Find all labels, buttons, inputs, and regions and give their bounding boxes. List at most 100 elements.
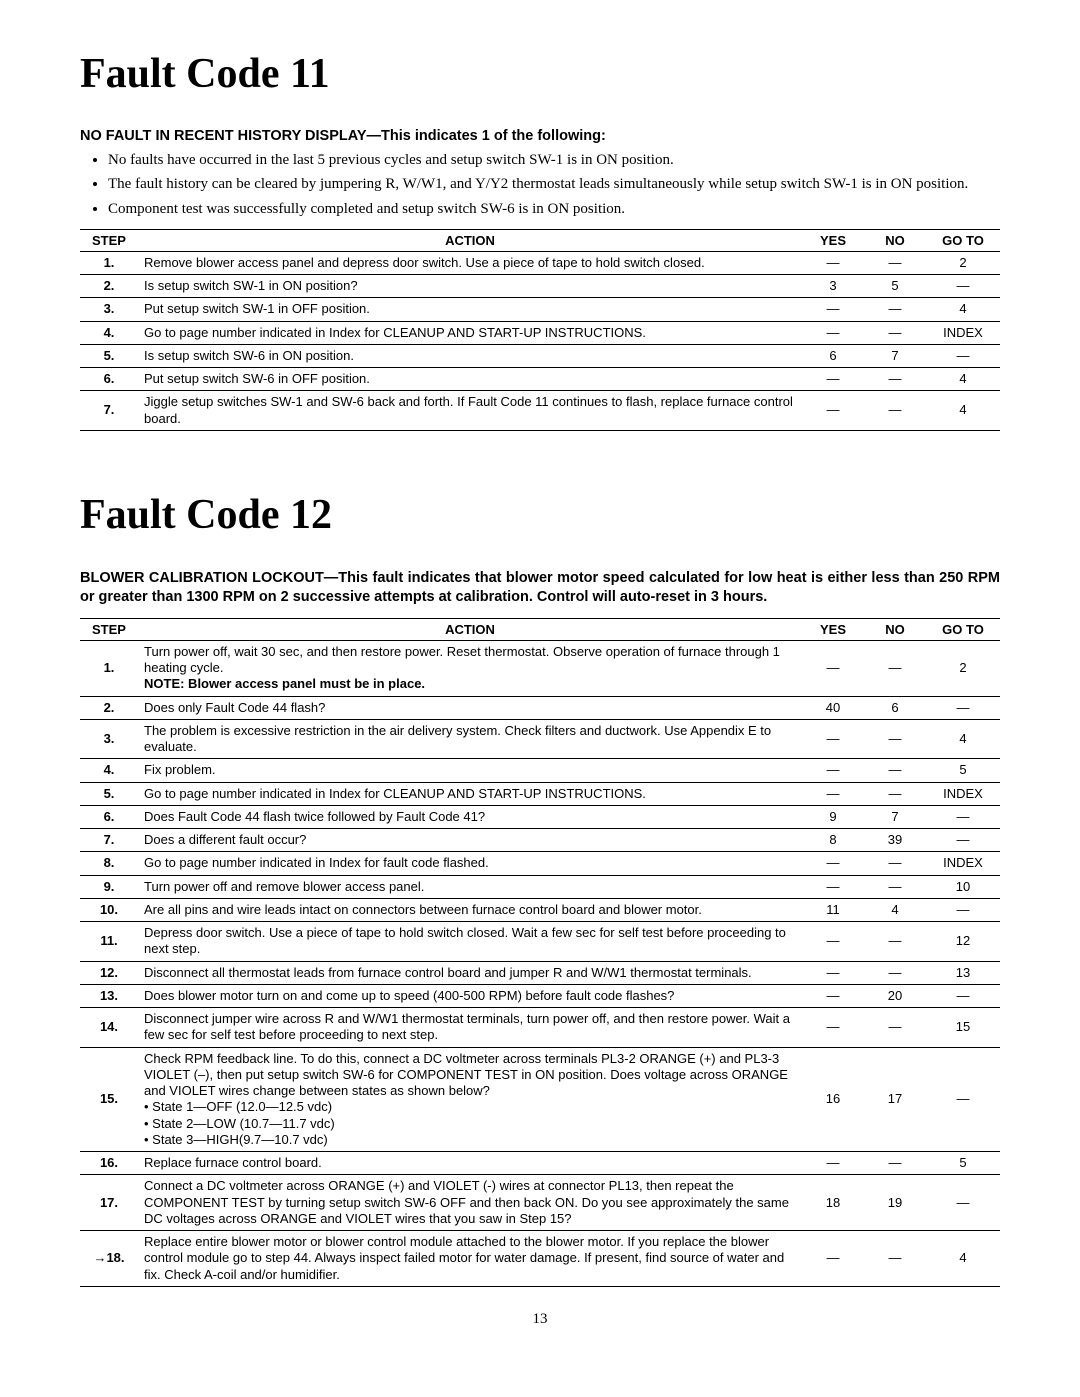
fc11-table: STEP ACTION YES NO GO TO 1.Remove blower… — [80, 229, 1000, 431]
cell-yes: — — [802, 251, 864, 274]
cell-action: Turn power off, wait 30 sec, and then re… — [138, 640, 802, 696]
cell-action: Does a different fault occur? — [138, 829, 802, 852]
cell-no: — — [864, 1231, 926, 1287]
cell-action: Does blower motor turn on and come up to… — [138, 984, 802, 1007]
cell-yes: — — [802, 298, 864, 321]
cell-no: 17 — [864, 1047, 926, 1152]
cell-action: Jiggle setup switches SW-1 and SW-6 back… — [138, 391, 802, 431]
cell-goto: — — [926, 1047, 1000, 1152]
cell-no: — — [864, 640, 926, 696]
cell-no: — — [864, 922, 926, 962]
cell-step: 1. — [80, 640, 138, 696]
cell-goto: — — [926, 696, 1000, 719]
cell-action: Fix problem. — [138, 759, 802, 782]
cell-goto: 4 — [926, 1231, 1000, 1287]
cell-step: 3. — [80, 298, 138, 321]
cell-action: Depress door switch. Use a piece of tape… — [138, 922, 802, 962]
cell-step: 3. — [80, 719, 138, 759]
fc11-th-step: STEP — [80, 229, 138, 251]
table-row: 13.Does blower motor turn on and come up… — [80, 984, 1000, 1007]
cell-action: Connect a DC voltmeter across ORANGE (+)… — [138, 1175, 802, 1231]
cell-no: — — [864, 719, 926, 759]
cell-goto: INDEX — [926, 852, 1000, 875]
cell-yes: — — [802, 961, 864, 984]
table-row: 10.Are all pins and wire leads intact on… — [80, 898, 1000, 921]
fc11-title: Fault Code 11 — [80, 50, 1000, 98]
cell-yes: — — [802, 368, 864, 391]
cell-step: 2. — [80, 275, 138, 298]
cell-goto: 15 — [926, 1008, 1000, 1048]
cell-goto: 5 — [926, 759, 1000, 782]
table-row: 6.Put setup switch SW-6 in OFF position.… — [80, 368, 1000, 391]
cell-step: 16. — [80, 1152, 138, 1175]
cell-no: — — [864, 1152, 926, 1175]
cell-yes: — — [802, 852, 864, 875]
fc12-th-yes: YES — [802, 618, 864, 640]
cell-goto: — — [926, 275, 1000, 298]
cell-goto: — — [926, 344, 1000, 367]
table-row: 3.Put setup switch SW-1 in OFF position.… — [80, 298, 1000, 321]
cell-no: 4 — [864, 898, 926, 921]
cell-no: — — [864, 251, 926, 274]
cell-step: 1. — [80, 251, 138, 274]
cell-goto: — — [926, 984, 1000, 1007]
cell-action: Is setup switch SW-1 in ON position? — [138, 275, 802, 298]
cell-yes: — — [802, 391, 864, 431]
cell-yes: 8 — [802, 829, 864, 852]
cell-yes: — — [802, 640, 864, 696]
cell-goto: 13 — [926, 961, 1000, 984]
cell-action: Put setup switch SW-6 in OFF position. — [138, 368, 802, 391]
cell-action: Put setup switch SW-1 in OFF position. — [138, 298, 802, 321]
cell-no: 20 — [864, 984, 926, 1007]
cell-yes: — — [802, 321, 864, 344]
cell-no: — — [864, 298, 926, 321]
fc12-title: Fault Code 12 — [80, 491, 1000, 539]
cell-step: 8. — [80, 852, 138, 875]
cell-goto: — — [926, 1175, 1000, 1231]
fc11-th-goto: GO TO — [926, 229, 1000, 251]
table-row: 8.Go to page number indicated in Index f… — [80, 852, 1000, 875]
cell-yes: 3 — [802, 275, 864, 298]
table-row: →18.Replace entire blower motor or blowe… — [80, 1231, 1000, 1287]
fc12-table: STEP ACTION YES NO GO TO 1.Turn power of… — [80, 618, 1000, 1287]
cell-no: — — [864, 961, 926, 984]
table-row: 14.Disconnect jumper wire across R and W… — [80, 1008, 1000, 1048]
page-number: 13 — [80, 1311, 1000, 1328]
cell-action: Is setup switch SW-6 in ON position. — [138, 344, 802, 367]
table-row: 4.Fix problem.——5 — [80, 759, 1000, 782]
cell-goto: — — [926, 829, 1000, 852]
table-row: 1.Turn power off, wait 30 sec, and then … — [80, 640, 1000, 696]
cell-step: 5. — [80, 782, 138, 805]
cell-action: Does only Fault Code 44 flash? — [138, 696, 802, 719]
cell-yes: 6 — [802, 344, 864, 367]
cell-step: 9. — [80, 875, 138, 898]
cell-yes: — — [802, 759, 864, 782]
cell-action: The problem is excessive restriction in … — [138, 719, 802, 759]
cell-no: — — [864, 321, 926, 344]
fc11-subhead: NO FAULT IN RECENT HISTORY DISPLAY—This … — [80, 128, 1000, 144]
cell-goto: 4 — [926, 368, 1000, 391]
cell-yes: 11 — [802, 898, 864, 921]
cell-action: Are all pins and wire leads intact on co… — [138, 898, 802, 921]
fc12-th-step: STEP — [80, 618, 138, 640]
cell-yes: — — [802, 1008, 864, 1048]
table-row: 15.Check RPM feedback line. To do this, … — [80, 1047, 1000, 1152]
cell-action: Turn power off and remove blower access … — [138, 875, 802, 898]
table-row: 2.Is setup switch SW-1 in ON position?35… — [80, 275, 1000, 298]
cell-no: 7 — [864, 344, 926, 367]
cell-step: 5. — [80, 344, 138, 367]
cell-goto: 5 — [926, 1152, 1000, 1175]
cell-step: 6. — [80, 805, 138, 828]
fc11-header-row: STEP ACTION YES NO GO TO — [80, 229, 1000, 251]
cell-no: 6 — [864, 696, 926, 719]
cell-step: 4. — [80, 759, 138, 782]
table-row: 17.Connect a DC voltmeter across ORANGE … — [80, 1175, 1000, 1231]
fc11-th-no: NO — [864, 229, 926, 251]
cell-step: 6. — [80, 368, 138, 391]
cell-goto: 2 — [926, 251, 1000, 274]
cell-action: Go to page number indicated in Index for… — [138, 782, 802, 805]
cell-step: 7. — [80, 391, 138, 431]
cell-step: 17. — [80, 1175, 138, 1231]
cell-action: Replace furnace control board. — [138, 1152, 802, 1175]
cell-action: Remove blower access panel and depress d… — [138, 251, 802, 274]
